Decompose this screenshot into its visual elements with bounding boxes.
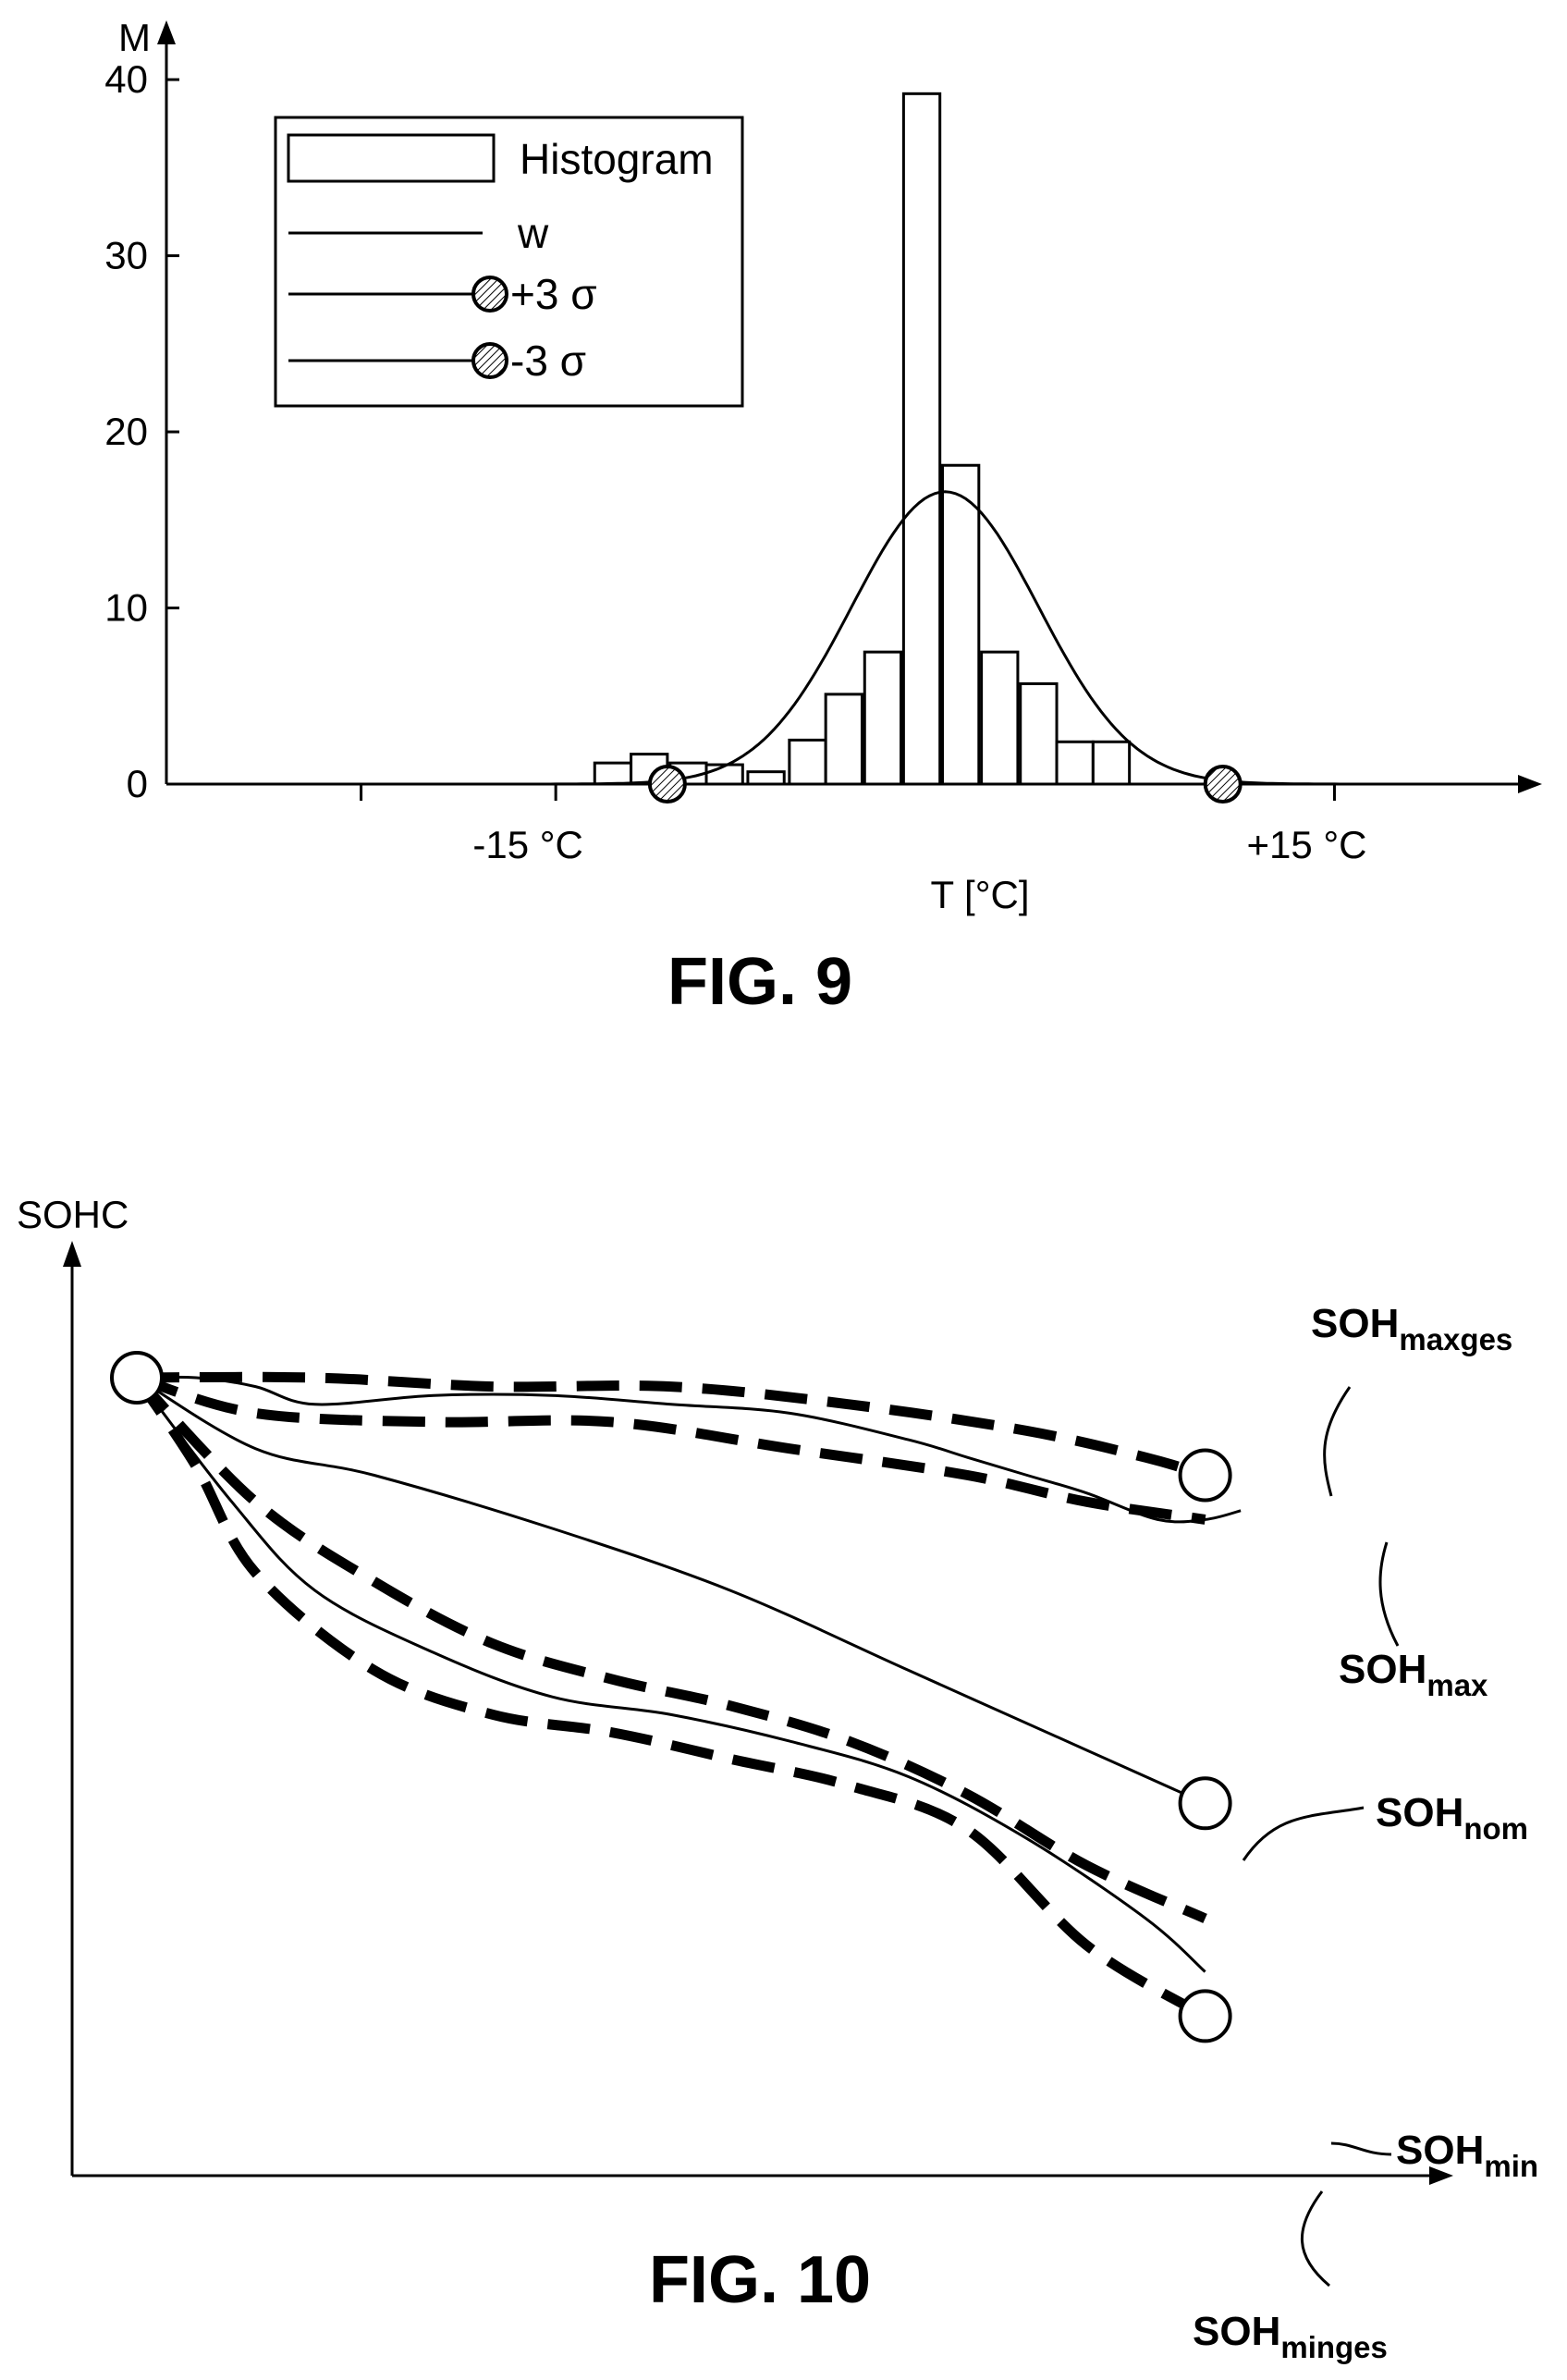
- fig9-histogram-chart: 0 10 20 30 40 -15 °C +15 °C M T [°C] Histogra…: [104, 16, 1542, 1019]
- fig10-label-soh-maxges-main: SOH: [1311, 1301, 1399, 1346]
- fig10-x-axis-arrow: [1429, 2166, 1453, 2185]
- fig9-y-ticks: 0 10 20 30 40: [104, 57, 179, 805]
- fig9-legend: Histogram w +3 σ -3 σ: [274, 116, 744, 408]
- fig9-x-tick-label: +15 °C: [1246, 823, 1366, 866]
- fig9-series-w-curve: [166, 490, 1361, 786]
- fig9-legend-plus-3-sigma: +3 σ: [510, 270, 597, 318]
- fig10-label-soh-max-sub: max: [1426, 1668, 1488, 1702]
- fig9-legend-minus-3-sigma: -3 σ: [510, 337, 586, 385]
- fig9-x-ticks: -15 °C +15 °C: [360, 784, 1366, 866]
- fig10-leader-maxges: [1323, 1386, 1352, 1497]
- fig9-histogram-bar: [824, 693, 863, 786]
- fig10-label-soh-minges-main: SOH: [1193, 2309, 1280, 2354]
- fig9-bars: [593, 92, 1132, 786]
- fig10-leader-minges: [1301, 2190, 1330, 2288]
- fig10-marker-soh-minges: [1178, 1989, 1232, 2043]
- fig9-histogram-bar: [704, 763, 744, 786]
- fig10-series-dashed-bound-2: [135, 1372, 1206, 1525]
- fig10-label-soh-minges: SOHminges: [1193, 2309, 1388, 2364]
- fig10-markers: [110, 1351, 1232, 2043]
- fig10-marker-soh-maxges: [1178, 1448, 1232, 1503]
- fig9-y-tick-label: 10: [104, 586, 148, 630]
- fig10-label-soh-maxges-sub: maxges: [1399, 1322, 1512, 1356]
- fig10-label-soh-max-main: SOH: [1339, 1647, 1426, 1692]
- fig10-leader-min: [1330, 2141, 1392, 2156]
- fig10-label-soh-max: SOHmax: [1339, 1647, 1488, 1702]
- fig10-leader-max: [1378, 1541, 1400, 1647]
- fig9-y-tick-label: 20: [104, 410, 148, 453]
- fig10-series-soh-min: [135, 1377, 1206, 1973]
- fig9-legend-histogram: Histogram: [520, 135, 714, 183]
- fig9-x-axis-arrow: [1518, 775, 1542, 793]
- fig10-series-group: [132, 1371, 1242, 2021]
- fig10-label-soh-nom-sub: nom: [1463, 1811, 1528, 1846]
- fig9-legend-plus-marker: [471, 276, 508, 313]
- fig9-histogram-bar: [980, 650, 1020, 786]
- fig10-series-dashed-bound-1: [136, 1371, 1207, 1480]
- fig10-y-axis-arrow: [63, 1241, 81, 1267]
- fig9-y-axis-arrow: [157, 20, 176, 44]
- fig10-marker-start: [110, 1351, 164, 1405]
- fig10-label-soh-minges-sub: minges: [1280, 2330, 1388, 2364]
- fig10-label-soh-nom-main: SOH: [1376, 1790, 1463, 1835]
- fig9-histogram-bar: [746, 770, 786, 786]
- fig10-label-soh-min: SOHmin: [1396, 2128, 1538, 2183]
- fig10-caption: FIG. 10: [649, 2243, 871, 2317]
- fig9-marker-minus-3-sigma: [647, 765, 687, 804]
- fig9-histogram-bar: [1055, 740, 1095, 786]
- fig10-label-soh-min-sub: min: [1484, 2149, 1538, 2183]
- fig9-y-tick-label: 30: [104, 234, 148, 277]
- fig9-histogram-bar: [593, 761, 633, 786]
- fig10-series-dashed-bound-4: [133, 1374, 1207, 1923]
- fig10-marker-soh-nom: [1178, 1776, 1232, 1831]
- fig9-y-tick-label: 40: [104, 57, 148, 101]
- fig9-histogram-bar: [788, 738, 827, 786]
- fig9-caption: FIG. 9: [667, 945, 852, 1019]
- fig9-legend-w: w: [517, 209, 549, 257]
- fig9-legend-minus-marker: [471, 342, 508, 379]
- fig9-histogram-bar: [901, 92, 942, 786]
- fig10-series-soh-nom: [136, 1376, 1206, 1805]
- fig9-legend-histogram-swatch: [287, 133, 496, 183]
- fig9-y-tick-label: 0: [127, 762, 148, 805]
- fig10-series-dashed-bound-6: [132, 1374, 1208, 2021]
- fig9-x-axis-title: T [°C]: [930, 873, 1029, 916]
- fig10-soh-chart: SOHC SOHmaxges SOHmax SOHnom SOHmin SOHm…: [17, 1193, 1538, 2364]
- fig9-y-axis-title: M: [118, 16, 151, 59]
- fig9-histogram-bar: [941, 463, 981, 786]
- fig9-histogram-bar: [1019, 681, 1059, 786]
- fig9-marker-plus-3-sigma: [1203, 765, 1243, 804]
- fig10-label-soh-maxges: SOHmaxges: [1311, 1301, 1512, 1356]
- fig10-label-soh-min-main: SOH: [1396, 2128, 1484, 2173]
- fig9-histogram-bar: [863, 650, 903, 786]
- fig9-histogram-bar: [1091, 740, 1132, 786]
- fig10-leader-nom: [1242, 1806, 1365, 1861]
- fig10-label-soh-nom: SOHnom: [1376, 1790, 1528, 1846]
- fig10-y-axis-title: SOHC: [17, 1193, 129, 1236]
- fig9-x-tick-label: -15 °C: [472, 823, 583, 866]
